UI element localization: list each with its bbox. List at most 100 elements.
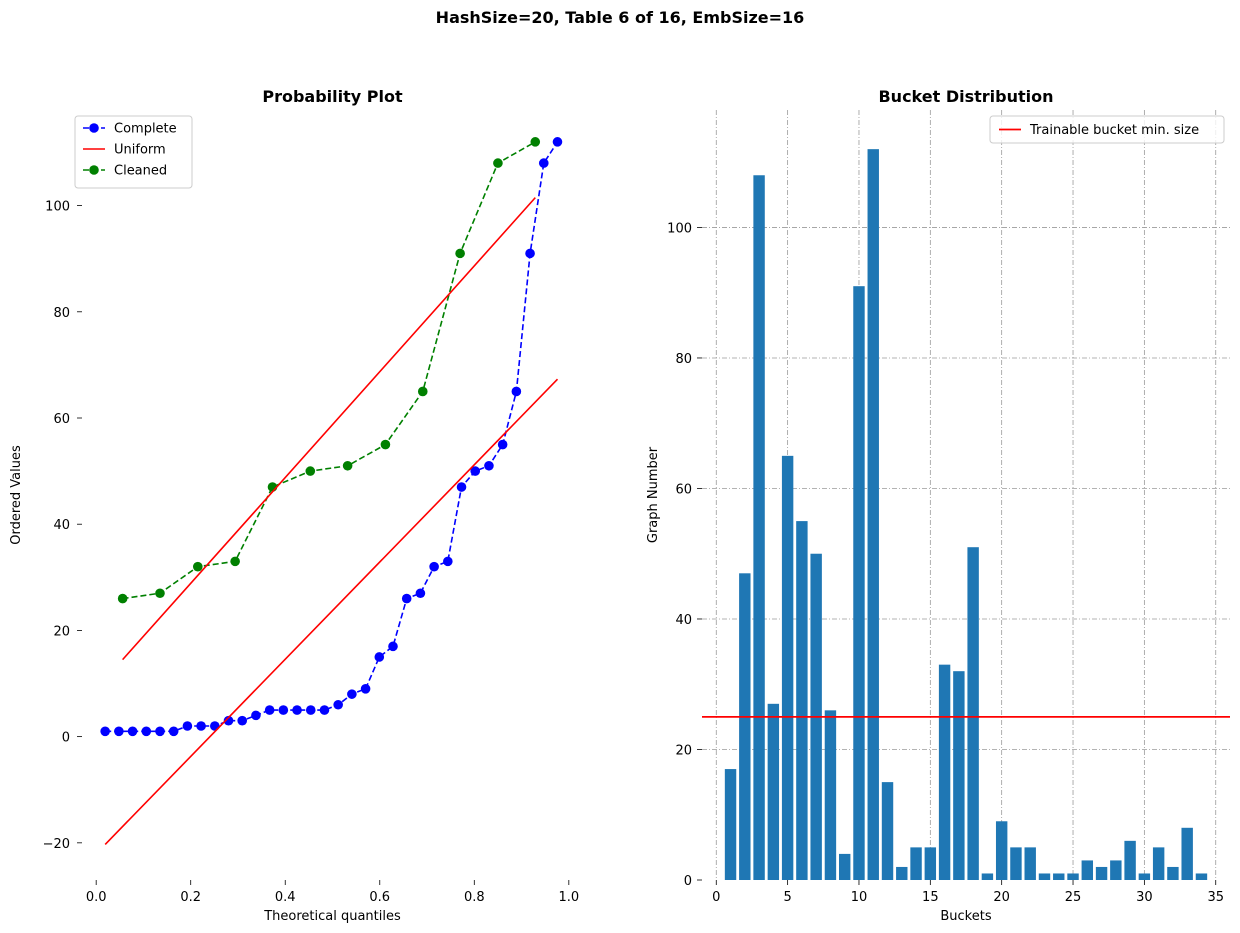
- data-point-cleaned: [155, 588, 165, 599]
- data-point-complete: [223, 715, 234, 726]
- data-point-complete: [251, 710, 261, 721]
- bar-bucket-30: [1138, 873, 1151, 880]
- y-tick-label: 40: [675, 613, 692, 628]
- x-tick-label: 20: [993, 890, 1010, 905]
- data-point-complete: [360, 684, 371, 694]
- data-point-complete: [155, 726, 165, 737]
- data-point-complete: [333, 699, 343, 710]
- legend-marker-cleaned: [89, 165, 99, 175]
- bar-bucket-31: [1152, 847, 1165, 880]
- bar-bucket-24: [1053, 873, 1065, 880]
- y-tick-label: −20: [43, 837, 70, 852]
- y-tick-label: 60: [53, 412, 70, 427]
- data-point-complete: [484, 460, 494, 471]
- data-point-complete: [443, 556, 453, 567]
- bucket-distribution-title: Bucket Distribution: [878, 87, 1053, 106]
- data-point-cleaned: [380, 439, 391, 450]
- data-point-complete: [278, 705, 289, 715]
- x-tick-label: 0.0: [86, 890, 107, 905]
- y-tick-label: 0: [62, 731, 70, 746]
- data-point-complete: [264, 705, 275, 715]
- x-tick-label: 0: [712, 890, 720, 905]
- legend-box: [989, 115, 1225, 144]
- x-tick-label: 0.4: [275, 890, 296, 905]
- data-point-complete: [210, 721, 220, 731]
- series-line-cleaned: [122, 141, 536, 600]
- data-point-complete: [538, 158, 549, 168]
- bar-bucket-2: [739, 573, 751, 880]
- bar-bucket-21: [1010, 847, 1022, 880]
- y-tick-label: 20: [675, 743, 692, 758]
- x-tick-label: 10: [851, 890, 868, 905]
- data-point-cleaned: [342, 460, 353, 471]
- legend-label-uniform: Uniform: [114, 143, 166, 158]
- data-point-complete: [456, 482, 467, 492]
- data-point-complete: [525, 248, 535, 259]
- bar-bucket-19: [981, 873, 994, 880]
- bar-bucket-32: [1167, 866, 1179, 880]
- bar-bucket-16: [938, 664, 951, 880]
- data-point-cleaned: [117, 593, 128, 604]
- x-tick-label: 15: [922, 890, 939, 905]
- bar-bucket-18: [967, 547, 979, 880]
- x-axis-label: Buckets: [940, 909, 991, 924]
- y-tick-label: 80: [675, 352, 692, 367]
- x-tick-label: 5: [783, 890, 791, 905]
- figure-suptitle: HashSize=20, Table 6 of 16, EmbSize=16: [435, 8, 805, 27]
- legend-label-cleaned: Cleaned: [114, 164, 167, 179]
- bar-bucket-20: [995, 821, 1008, 880]
- x-tick-label: 35: [1207, 890, 1224, 905]
- x-tick-label: 0.2: [180, 890, 201, 905]
- bar-bucket-27: [1095, 866, 1108, 880]
- bar-bucket-12: [881, 782, 894, 880]
- y-tick-label: 0: [684, 874, 692, 889]
- bar-bucket-10: [853, 286, 865, 881]
- data-point-cleaned: [305, 466, 316, 476]
- data-point-complete: [305, 705, 316, 715]
- data-point-complete: [552, 137, 563, 147]
- bar-bucket-3: [753, 175, 765, 880]
- y-tick-label: 60: [675, 482, 692, 497]
- bar-bucket-8: [824, 710, 837, 880]
- x-tick-label: 1.0: [558, 890, 579, 905]
- data-point-complete: [141, 726, 152, 737]
- data-point-cleaned: [417, 386, 428, 397]
- y-tick-label: 100: [45, 200, 70, 215]
- data-point-complete: [374, 652, 385, 662]
- data-point-complete: [347, 689, 357, 699]
- legend-label-complete: Complete: [114, 122, 177, 137]
- x-tick-label: 0.6: [369, 890, 390, 905]
- bar-bucket-28: [1110, 860, 1122, 880]
- data-point-complete: [196, 721, 206, 731]
- bar-bucket-11: [867, 149, 879, 881]
- legend-marker-complete: [89, 123, 99, 133]
- y-tick-label: 20: [53, 624, 70, 639]
- y-tick-label: 40: [53, 518, 70, 533]
- series-line-complete: [105, 141, 559, 733]
- y-tick-label: 80: [53, 306, 70, 321]
- bar-bucket-9: [838, 853, 851, 880]
- data-point-complete: [401, 593, 412, 604]
- bar-bucket-4: [767, 703, 780, 880]
- data-point-cleaned: [192, 561, 203, 572]
- data-point-complete: [168, 726, 179, 737]
- data-point-complete: [511, 386, 522, 397]
- bar-bucket-17: [953, 671, 965, 880]
- bar-bucket-1: [724, 769, 737, 880]
- x-tick-label: 25: [1065, 890, 1082, 905]
- bar-bucket-15: [924, 847, 937, 880]
- series-line-fit: [122, 197, 536, 661]
- data-point-complete: [429, 561, 439, 572]
- bar-bucket-23: [1038, 873, 1051, 880]
- bar-bucket-22: [1024, 847, 1036, 880]
- x-axis-label: Theoretical quantiles: [263, 909, 401, 924]
- x-tick-label: 30: [1136, 890, 1153, 905]
- bar-bucket-25: [1067, 873, 1079, 880]
- x-tick-label: 0.8: [464, 890, 485, 905]
- data-point-cleaned: [455, 248, 465, 259]
- data-point-cleaned: [493, 158, 503, 168]
- data-point-complete: [388, 641, 398, 652]
- data-point-complete: [100, 726, 110, 737]
- bar-bucket-14: [910, 847, 922, 880]
